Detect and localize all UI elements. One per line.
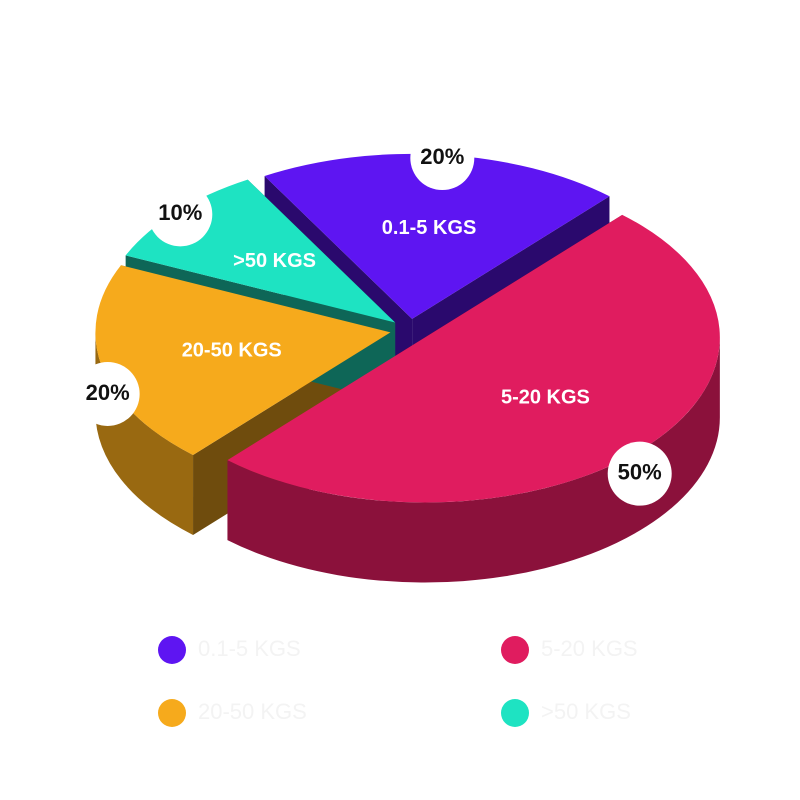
slice: [95, 265, 391, 455]
legend-swatch: [501, 699, 529, 727]
legend-swatch: [158, 699, 186, 727]
slice-label: 0.1-5 KGS: [382, 217, 476, 239]
value-badge: [75, 361, 140, 426]
slice-label: >50 KGS: [233, 250, 316, 272]
value-label: 10%: [158, 200, 202, 225]
slice-side: [95, 332, 194, 535]
legend-label: >50 KGS: [541, 699, 631, 724]
legend-swatch: [501, 636, 529, 664]
value-label: 20%: [420, 144, 464, 169]
value-badge: [148, 182, 213, 247]
slice-label: 5-20 KGS: [501, 386, 590, 408]
value-label: 50%: [618, 459, 662, 484]
slice: [264, 153, 610, 319]
value-label: 20%: [86, 380, 130, 405]
slice-label: 20-50 KGS: [182, 339, 282, 361]
legend-swatch: [158, 636, 186, 664]
legend-label: 5-20 KGS: [541, 636, 638, 661]
legend-label: 20-50 KGS: [198, 699, 307, 724]
slice: [227, 214, 720, 503]
legend-label: 0.1-5 KGS: [198, 636, 301, 661]
value-badge: [607, 441, 672, 506]
value-badge: [410, 126, 475, 191]
slice-side: [227, 337, 720, 583]
